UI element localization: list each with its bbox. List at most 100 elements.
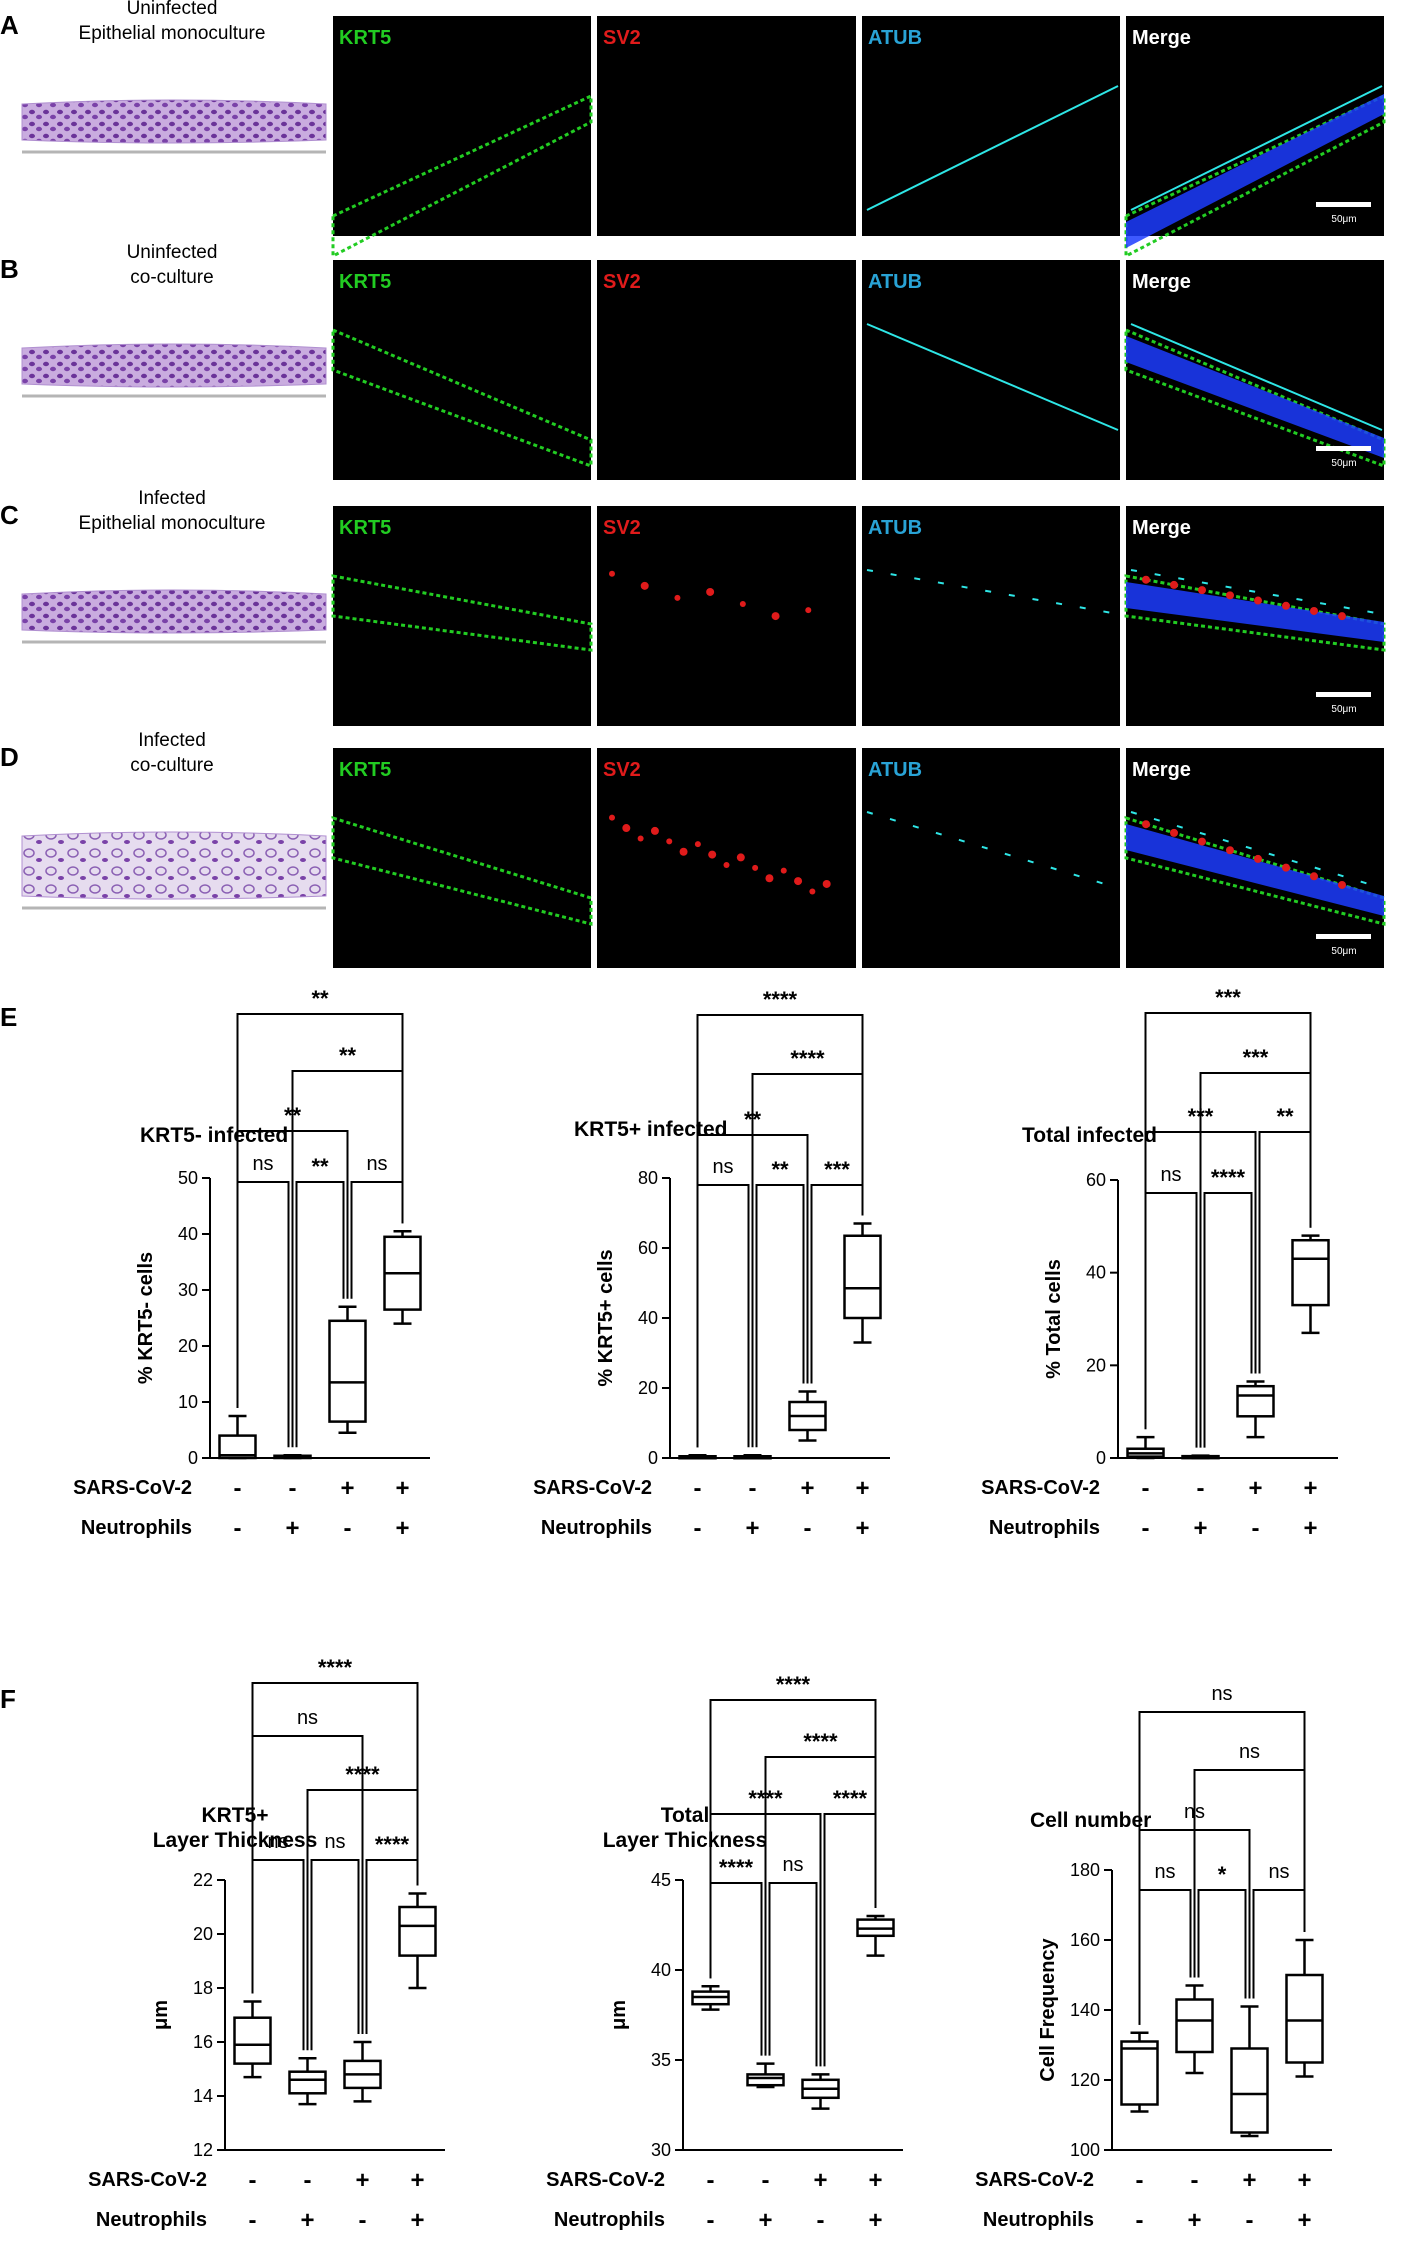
significance-bracket: ns	[1138, 1683, 1306, 2025]
bracket-line	[1252, 1889, 1306, 1999]
factor-sign: -	[344, 1515, 352, 1542]
factor-sign: +	[1187, 2207, 1201, 2234]
factor-label: SARS-CoV-2	[88, 2169, 207, 2191]
bracket-line	[810, 1184, 864, 1384]
imaging-panels: A Uninfected Epithelial monoculture KRT5 SV2…	[0, 0, 1386, 968]
factor-sign: -	[1197, 1475, 1205, 1502]
box-3	[328, 1305, 367, 1435]
significance-bracket: **	[1258, 1104, 1312, 1374]
significance-label: ns	[712, 1156, 733, 1178]
sv2-signal	[1142, 575, 1150, 584]
krt5-signal	[331, 574, 593, 652]
significance-bracket: ****	[306, 1762, 419, 2051]
fluorescence-tile-atub: ATUB	[862, 506, 1120, 726]
y-tick-label: 0	[188, 1448, 198, 1468]
scale-bar-label: 50μm	[1331, 946, 1356, 957]
sv2-signal	[794, 877, 803, 886]
significance-bracket: **	[236, 986, 404, 1408]
tile-background	[597, 506, 856, 726]
channel-label: Merge	[1132, 517, 1191, 539]
y-tick-label: 45	[651, 1870, 671, 1890]
channel-label: KRT5	[339, 271, 391, 293]
significance-label: ****	[790, 1046, 825, 1071]
factor-label: SARS-CoV-2	[546, 2169, 665, 2191]
factor-sign: -	[249, 2167, 257, 2194]
tile-background	[862, 16, 1120, 236]
factor-sign: +	[410, 2167, 424, 2194]
significance-bracket: ***	[810, 1157, 864, 1384]
significance-bracket: ****	[709, 1855, 763, 2056]
factor-sign: +	[758, 2207, 772, 2234]
factor-sign: +	[410, 2207, 424, 2234]
significance-label: ns	[782, 1854, 803, 1876]
significance-label: ****	[345, 1762, 380, 1787]
sv2-signal	[650, 826, 659, 835]
bracket-line	[236, 1181, 290, 1448]
chart-title: KRT5- infected	[140, 1124, 288, 1147]
sv2-signal	[739, 601, 746, 608]
bracket-line	[236, 1013, 404, 1408]
he-tissue	[21, 343, 327, 388]
chart-title: Layer Thickness	[153, 1829, 318, 1852]
channel-label: ATUB	[868, 517, 922, 539]
significance-label: ***	[1215, 985, 1241, 1010]
factor-label: SARS-CoV-2	[533, 1477, 652, 1499]
factor-sign: +	[1303, 1475, 1317, 1502]
y-tick-label: 120	[1070, 2070, 1100, 2090]
y-tick-label: 0	[648, 1448, 658, 1468]
fluorescence-tile-merge: 50μm Merge	[1124, 748, 1386, 968]
y-tick-label: 18	[193, 1978, 213, 1998]
significance-label: **	[1276, 1104, 1294, 1129]
fluorescence-tile-krt5: KRT5	[331, 16, 593, 259]
bracket-line	[1197, 1889, 1247, 1999]
tile-background	[862, 260, 1120, 480]
condition-label: Uninfected	[127, 0, 218, 19]
krt5-signal	[331, 327, 593, 469]
atub-signal	[1130, 85, 1383, 211]
significance-label: **	[311, 1154, 329, 1179]
factor-sign: -	[1252, 1515, 1260, 1542]
y-axis-label: % KRT5+ cells	[595, 1249, 617, 1386]
box-2	[288, 2056, 327, 2106]
condition-label: Epithelial monoculture	[79, 513, 266, 534]
box-iqr	[1175, 1998, 1214, 2054]
factor-sign: -	[1191, 2167, 1199, 2194]
box-iqr	[218, 1434, 257, 1460]
significance-label: ns	[297, 1707, 318, 1729]
panel-letter: E	[0, 1002, 17, 1032]
factor-label: Neutrophils	[989, 1517, 1100, 1539]
factor-sign: +	[868, 2207, 882, 2234]
y-tick-label: 20	[1086, 1355, 1106, 1375]
sv2-signal	[822, 879, 831, 888]
bracket-line	[365, 1859, 419, 2034]
box-iqr	[746, 2073, 785, 2087]
he-histology-image	[21, 343, 327, 398]
factor-sign: -	[817, 2207, 825, 2234]
factor-sign: -	[762, 2167, 770, 2194]
atub-signal	[1130, 811, 1383, 889]
box-1	[691, 1984, 730, 2011]
bracket-line	[696, 1014, 864, 1448]
factor-sign: -	[707, 2167, 715, 2194]
factor-sign: -	[249, 2207, 257, 2234]
factor-label: Neutrophils	[81, 1517, 192, 1539]
fluorescence-tile-sv2: SV2	[597, 506, 856, 726]
box-4	[383, 1229, 422, 1325]
dapi-signal	[1126, 94, 1384, 248]
sv2-signal	[736, 853, 745, 862]
fluorescence-tile-atub: ATUB	[862, 260, 1120, 480]
sv2-signal	[694, 841, 701, 848]
significance-bracket: ***	[1144, 985, 1312, 1430]
box-iqr	[1120, 2040, 1159, 2106]
y-tick-label: 100	[1070, 2140, 1100, 2160]
significance-label: **	[771, 1157, 789, 1182]
box-1	[1126, 1435, 1165, 1460]
dapi-signal	[1126, 824, 1384, 916]
krt5-signal	[331, 93, 593, 259]
box-1	[1120, 2031, 1159, 2113]
factor-sign: -	[749, 1475, 757, 1502]
tile-background	[333, 16, 591, 236]
factor-sign: +	[800, 1475, 814, 1502]
